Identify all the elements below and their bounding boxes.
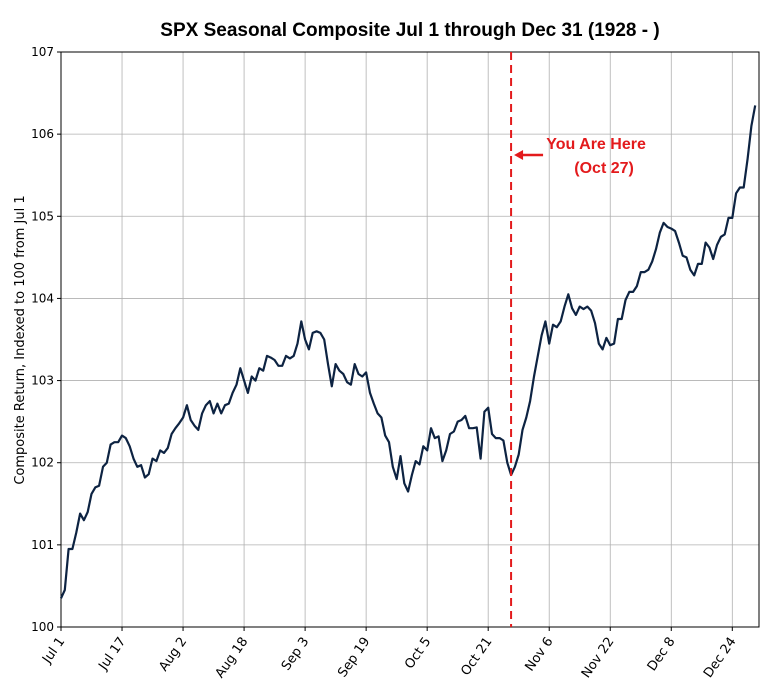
x-tick-label: Nov 6 [523,635,557,675]
y-tick-label: 101 [31,538,54,552]
y-tick-label: 106 [31,127,54,141]
x-tick-label: Jul 1 [39,635,68,667]
x-tick-label: Oct 5 [402,635,434,672]
y-tick-label: 100 [31,620,54,634]
x-tick-label: Jul 17 [96,635,130,674]
x-tick-label: Aug 18 [213,635,252,681]
line-series [59,105,757,599]
y-tick-label: 104 [31,291,54,305]
plot-frame [60,51,760,628]
x-tick-label: Sep 19 [335,635,373,681]
x-tick-label: Oct 21 [458,635,495,679]
annotation-arrowhead [514,150,524,160]
annotation-sublabel: (Oct 27) [574,160,634,177]
x-tick-label: Dec 8 [645,635,679,674]
annotation-label: You Are Here [546,136,646,153]
chart-title: SPX Seasonal Composite Jul 1 through Dec… [160,20,659,41]
x-tick-label: Dec 24 [701,635,740,681]
x-tick-label: Sep 3 [279,635,312,674]
y-tick-label: 105 [31,209,54,223]
x-tick-label: Nov 22 [579,635,618,681]
y-tick-label: 107 [31,45,54,59]
y-tick-label: 102 [31,456,54,470]
y-axis-label: Composite Return, Indexed to 100 from Ju… [13,195,28,484]
y-tick-label: 103 [31,374,54,388]
x-tick-label: Aug 2 [156,635,190,675]
